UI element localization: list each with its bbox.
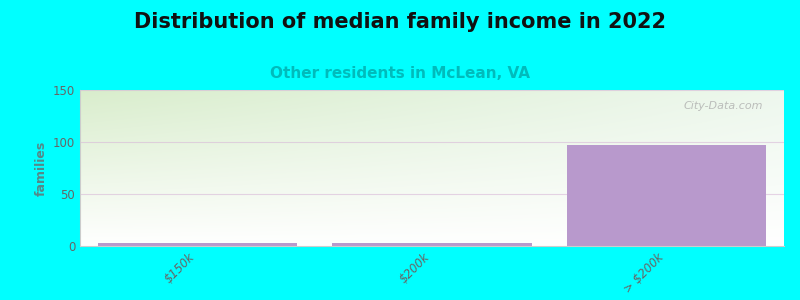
Bar — [98, 243, 297, 246]
Y-axis label: families: families — [34, 140, 47, 196]
Text: Distribution of median family income in 2022: Distribution of median family income in … — [134, 12, 666, 32]
Text: City-Data.com: City-Data.com — [683, 101, 763, 111]
Text: Other residents in McLean, VA: Other residents in McLean, VA — [270, 66, 530, 81]
Bar — [332, 243, 532, 246]
Bar — [567, 145, 766, 246]
